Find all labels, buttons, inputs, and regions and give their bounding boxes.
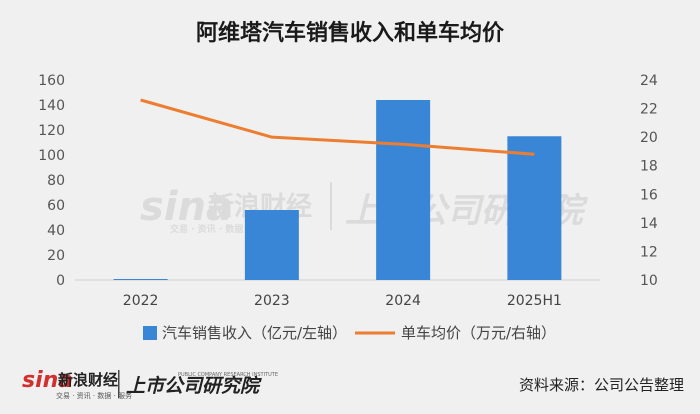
logo-cn: 新浪财经 [58, 371, 118, 389]
x-tick-label: 2023 [254, 293, 290, 309]
logo-research: 上市公司研究院 [126, 375, 262, 397]
bar-revenue [244, 210, 299, 280]
footer-logo: sina 新浪财经 交易 · 资讯 · 数据 · 服务 上市公司研究院 PUBL… [22, 368, 278, 400]
legend-bar-label: 汽车销售收入（亿元/左轴） [162, 324, 347, 342]
watermark-sub: 交易 · 资讯 · 数据 [170, 223, 243, 235]
legend-line-label: 单车均价（万元/右轴） [401, 324, 556, 342]
right-tick-label: 22 [640, 102, 658, 118]
left-tick-label: 100 [38, 148, 65, 164]
left-tick-label: 40 [47, 223, 65, 239]
right-tick-label: 10 [640, 273, 658, 289]
left-tick-label: 160 [38, 73, 65, 89]
right-tick-label: 18 [640, 159, 658, 175]
left-tick-label: 140 [38, 98, 65, 114]
watermark-divider [330, 182, 332, 230]
logo-sina: sina [22, 368, 73, 393]
watermark-sina: sina [140, 184, 233, 230]
right-axis-ticks: 10 12 14 16 18 20 22 24 [640, 73, 658, 289]
bar-series [113, 100, 562, 280]
right-tick-label: 20 [640, 130, 658, 146]
right-tick-label: 14 [640, 216, 658, 232]
logo-sub: 交易 · 资讯 · 数据 · 服务 [56, 391, 132, 400]
left-axis-ticks: 0 20 40 60 80 100 120 140 160 [38, 73, 65, 289]
right-tick-label: 24 [640, 73, 658, 89]
right-tick-label: 16 [640, 187, 658, 203]
x-tick-label: 2025H1 [507, 293, 562, 309]
left-tick-label: 0 [56, 273, 65, 289]
right-tick-label: 12 [640, 244, 658, 260]
bar-revenue [376, 100, 431, 280]
left-tick-label: 120 [38, 123, 65, 139]
bar-revenue [113, 279, 168, 280]
x-tick-label: 2022 [123, 293, 159, 309]
logo-research-en: PUBLIC COMPANY RESEARCH INSTITUTE [178, 372, 278, 378]
x-axis-ticks: 2022 2023 2024 2025H1 [123, 293, 562, 309]
source-note: 资料来源：公司公告整理 [519, 376, 684, 394]
left-tick-label: 60 [47, 198, 65, 214]
chart-title: 阿维塔汽车销售收入和单车均价 [196, 20, 505, 46]
price-line [140, 98, 535, 156]
left-tick-label: 20 [47, 248, 65, 264]
legend-bar-swatch [143, 326, 157, 340]
x-tick-label: 2024 [385, 293, 421, 309]
bar-revenue [507, 136, 562, 280]
legend: 汽车销售收入（亿元/左轴） 单车均价（万元/右轴） [143, 324, 556, 342]
logo-divider [118, 370, 120, 398]
left-tick-label: 80 [47, 173, 65, 189]
